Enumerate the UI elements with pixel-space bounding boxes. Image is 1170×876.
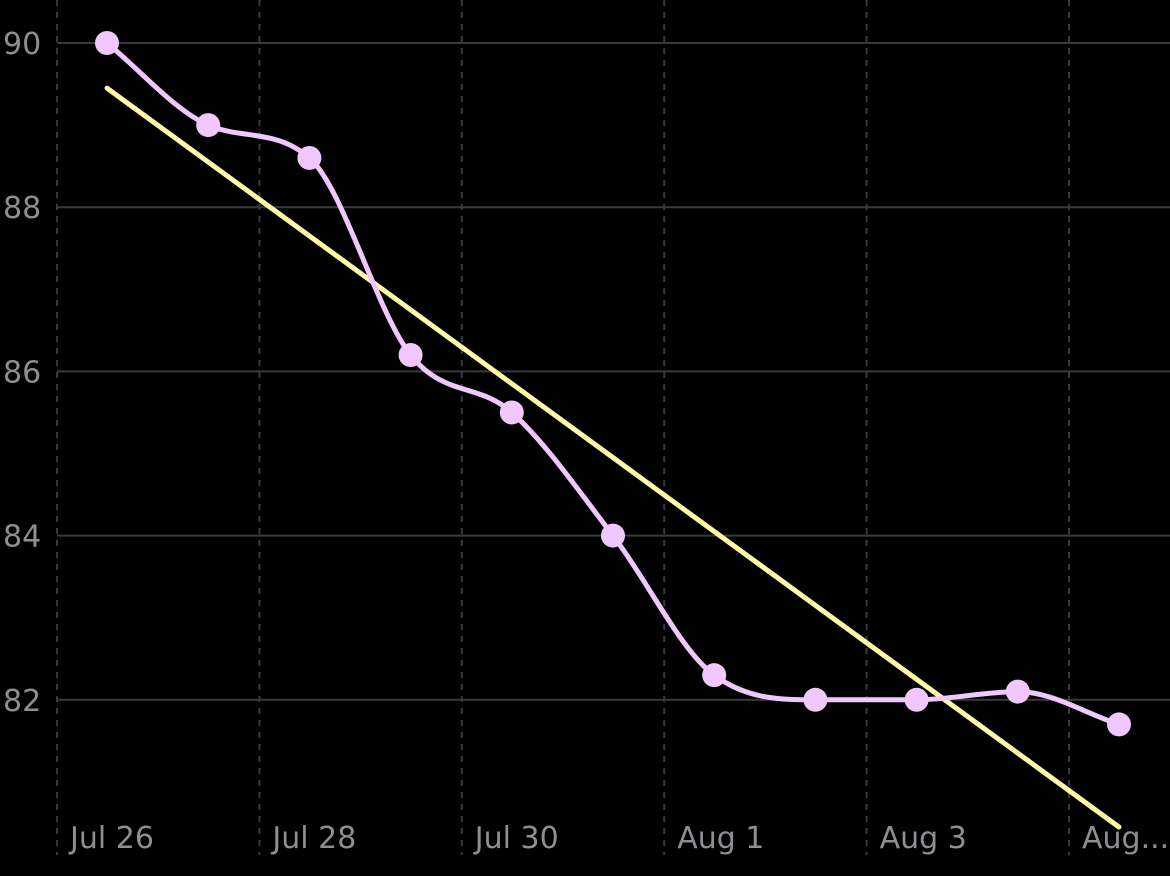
x-axis-tick-labels: Jul 26 Jul 28 Jul 30 Aug 1 Aug 3 Aug...: [68, 821, 1169, 856]
data-point[interactable]: [601, 523, 625, 548]
x-tick-label: Jul 30: [473, 821, 559, 856]
series-layer: [95, 31, 1131, 830]
x-tick-label: Jul 26: [68, 821, 154, 856]
y-axis-tick-labels: 90 88 86 84 82: [3, 27, 41, 719]
series-line: [104, 40, 1122, 727]
y-tick-label: 88: [3, 191, 41, 226]
x-tick-label: Jul 28: [270, 821, 356, 856]
horizontal-gridlines: [57, 42, 1170, 701]
y-tick-label: 86: [3, 355, 41, 390]
data-point[interactable]: [499, 400, 524, 425]
y-tick-label: 82: [3, 684, 41, 719]
data-point[interactable]: [398, 342, 423, 367]
data-point[interactable]: [1107, 712, 1131, 737]
x-tick-label: Aug...: [1082, 821, 1169, 856]
data-point[interactable]: [702, 663, 727, 688]
data-point[interactable]: [803, 687, 828, 712]
x-tick-label: Aug 3: [880, 821, 967, 856]
data-point[interactable]: [95, 31, 119, 55]
vertical-gridlines: [56, 0, 1070, 855]
data-point[interactable]: [297, 145, 322, 170]
trend-line: [104, 85, 1122, 830]
data-point[interactable]: [196, 113, 221, 138]
data-point[interactable]: [904, 687, 929, 712]
y-tick-label: 90: [3, 27, 41, 62]
x-tick-label: Aug 1: [677, 821, 764, 856]
y-tick-label: 84: [3, 520, 41, 555]
data-point[interactable]: [1005, 679, 1030, 704]
